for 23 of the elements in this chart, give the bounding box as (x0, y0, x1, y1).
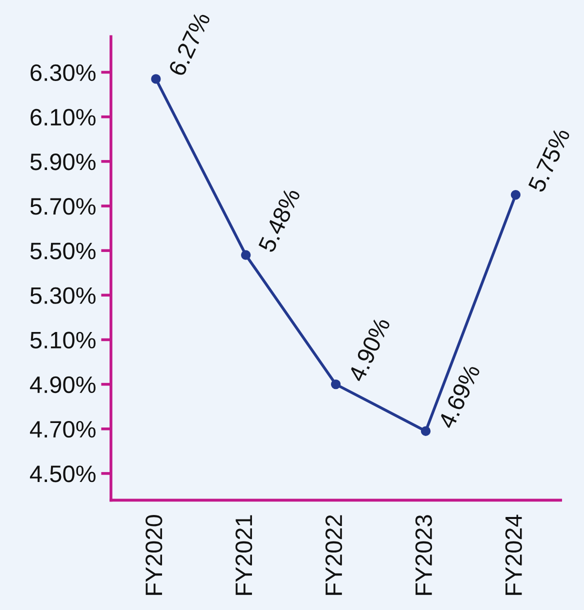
y-tick-label: 6.10% (30, 108, 96, 126)
x-tick-label: FY2021 (235, 515, 252, 595)
y-tick-label: 5.30% (30, 287, 96, 304)
x-tick-label: FY2023 (415, 515, 432, 595)
data-label: 4.90% (348, 316, 391, 383)
y-tick-label: 4.90% (30, 376, 96, 394)
point (241, 250, 251, 260)
y-tick-label: 4.70% (30, 420, 96, 438)
x-tick-label: FY2022 (325, 515, 342, 595)
point (420, 426, 431, 436)
x-tick-label: FY2024 (505, 514, 522, 595)
y-tick-label: 4.50% (30, 466, 96, 482)
x-tick-label: FY2020 (146, 515, 162, 595)
data-label: 6.27% (168, 10, 211, 77)
y-tick-label: 5.70% (30, 198, 96, 215)
data-label: 4.69% (438, 363, 481, 430)
point (330, 379, 341, 390)
point (151, 74, 161, 84)
y-tick-label: 5.10% (30, 332, 96, 349)
y-tick-label: 6.30% (30, 64, 96, 82)
point (510, 190, 521, 200)
y-tick-label: 5.90% (30, 153, 96, 170)
y-tick-label: 5.50% (30, 242, 96, 260)
